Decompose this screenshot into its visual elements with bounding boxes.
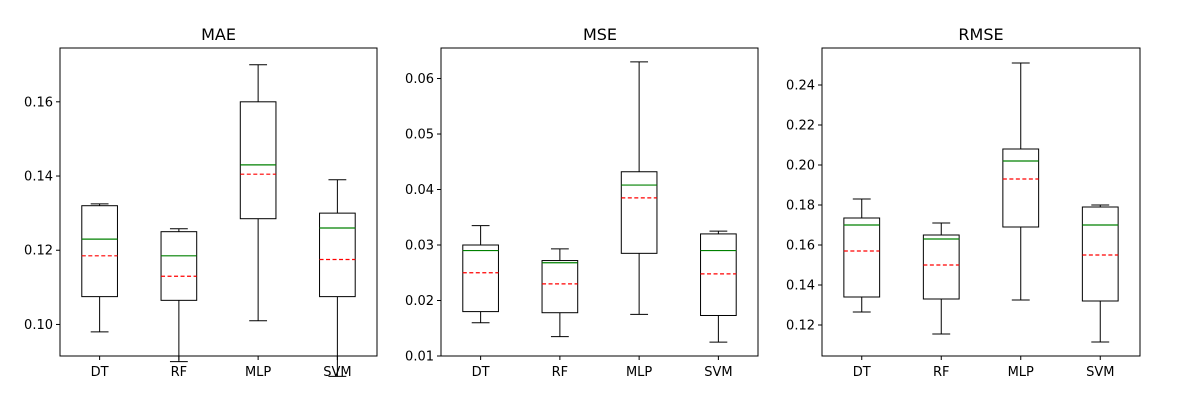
mse-plot-layer: 0.01 0.02 0.03 0.04 0.05 0.06 DT RF MLP SVM [405,61,737,380]
mse-box-rf [541,248,579,338]
mae-box-rf [160,228,198,363]
mse-xtick-label: SVM [704,365,732,380]
mae-box-mlp [239,64,277,322]
mse-box-mlp [620,61,658,315]
rmse-axes-frame [821,47,1141,357]
rmse-ytick-label: 0.20 [786,159,815,174]
iqr-box [922,234,960,300]
iqr-box [1002,148,1040,228]
mse-box-svm [700,230,737,343]
rmse-panel: RMSE 0.12 0.14 0.16 0.18 0.20 0.22 0.24 DT RF MLP… [786,25,1141,380]
iqr-box [319,212,356,298]
mae-ytick-label: 0.14 [24,170,53,185]
rmse-ytick-label: 0.16 [786,239,815,254]
rmse-xtick-label: DT [853,365,871,380]
rmse-ytick-label: 0.18 [786,199,815,214]
mae-ytick-label: 0.10 [24,318,53,333]
mse-xtick-label: MLP [626,365,652,380]
mae-ytick-label: 0.16 [24,95,53,110]
rmse-ytick-label: 0.12 [786,319,815,334]
rmse-box-svm [1081,204,1119,343]
rmse-ytick-label: 0.24 [786,79,815,94]
mae-xtick-label: MLP [245,365,271,380]
iqr-box [843,217,881,298]
iqr-box [462,244,499,313]
mse-panel: MSE 0.01 0.02 0.03 0.04 0.05 0.06 DT RF MLP SVM [405,25,759,380]
rmse-xtick-label: RF [933,365,950,380]
mse-title: MSE [583,25,617,44]
mse-xtick-label: DT [472,365,490,380]
mae-axes-frame [59,47,378,357]
mae-xtick-label: DT [91,365,109,380]
iqr-box [239,101,277,220]
mse-ytick-label: 0.03 [405,239,434,254]
rmse-ytick-label: 0.22 [786,119,815,134]
mae-xtick-label: RF [171,365,188,380]
iqr-box [541,260,579,314]
mse-ytick-label: 0.02 [405,294,434,309]
mse-ytick-label: 0.06 [405,72,434,87]
mae-title: MAE [201,25,236,44]
rmse-title: RMSE [958,25,1003,44]
iqr-box [81,205,118,298]
rmse-xtick-label: SVM [1086,365,1114,380]
mse-ytick-label: 0.05 [405,128,434,143]
rmse-plot-layer: 0.12 0.14 0.16 0.18 0.20 0.22 0.24 DT RF MLP SVM [786,62,1119,380]
iqr-box [700,233,737,316]
rmse-box-mlp [1002,62,1040,301]
mse-xtick-label: RF [552,365,569,380]
mse-box-dt [462,225,499,324]
rmse-box-rf [922,222,960,335]
mse-axes-frame [440,47,759,357]
iqr-box [1081,206,1119,302]
rmse-xtick-label: MLP [1008,365,1034,380]
rmse-box-dt [843,198,881,313]
iqr-box [620,171,658,254]
mae-ytick-label: 0.12 [24,244,53,259]
iqr-box [160,231,198,301]
mae-box-svm [319,179,356,377]
mse-ytick-label: 0.04 [405,183,434,198]
mae-box-dt [81,203,118,333]
mse-ytick-label: 0.01 [405,350,434,365]
rmse-ytick-label: 0.14 [786,279,815,294]
